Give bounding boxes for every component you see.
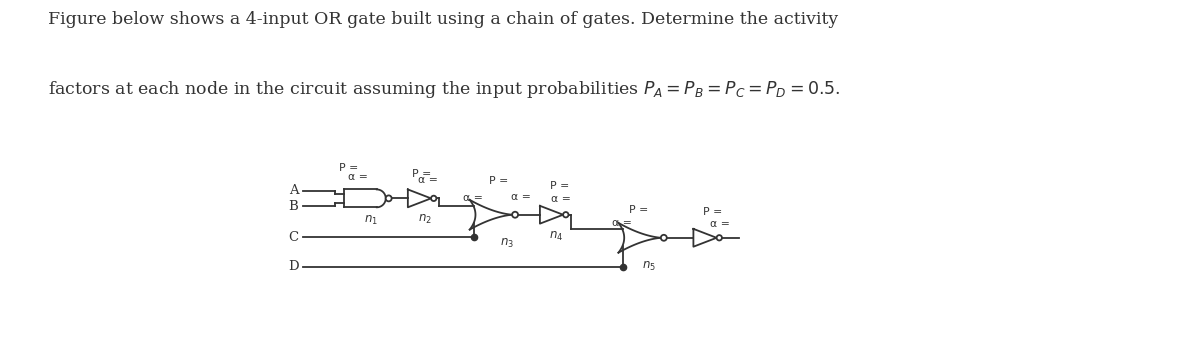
Text: P =: P =: [550, 181, 569, 191]
Text: α =: α =: [418, 175, 438, 185]
Text: α =: α =: [511, 192, 530, 202]
Text: $n_1$: $n_1$: [364, 214, 378, 227]
Text: P =: P =: [412, 169, 431, 180]
Text: A: A: [289, 184, 299, 197]
Text: Figure below shows a 4-input OR gate built using a chain of gates. Determine the: Figure below shows a 4-input OR gate bui…: [48, 11, 839, 28]
Text: $n_5$: $n_5$: [642, 260, 656, 274]
Text: α =: α =: [612, 218, 632, 228]
Text: $n_3$: $n_3$: [499, 237, 514, 251]
Text: D: D: [288, 260, 299, 273]
Text: P =: P =: [629, 205, 648, 215]
Text: α =: α =: [348, 172, 368, 182]
Circle shape: [716, 235, 722, 241]
Text: P =: P =: [703, 207, 722, 217]
Text: $n_4$: $n_4$: [550, 230, 564, 243]
Text: B: B: [289, 200, 299, 213]
Text: C: C: [288, 230, 299, 243]
Text: α =: α =: [463, 193, 484, 203]
Text: factors at each node in the circuit assuming the input probabilities $P_A = P_B : factors at each node in the circuit assu…: [48, 79, 840, 100]
Circle shape: [431, 196, 437, 201]
Text: $n_2$: $n_2$: [418, 213, 432, 226]
Text: α =: α =: [551, 194, 571, 204]
Circle shape: [563, 212, 569, 218]
Circle shape: [512, 212, 518, 218]
Circle shape: [385, 195, 391, 201]
Text: α =: α =: [710, 219, 730, 229]
Circle shape: [661, 235, 667, 241]
Text: P =: P =: [338, 163, 358, 173]
Text: P =: P =: [490, 176, 509, 186]
